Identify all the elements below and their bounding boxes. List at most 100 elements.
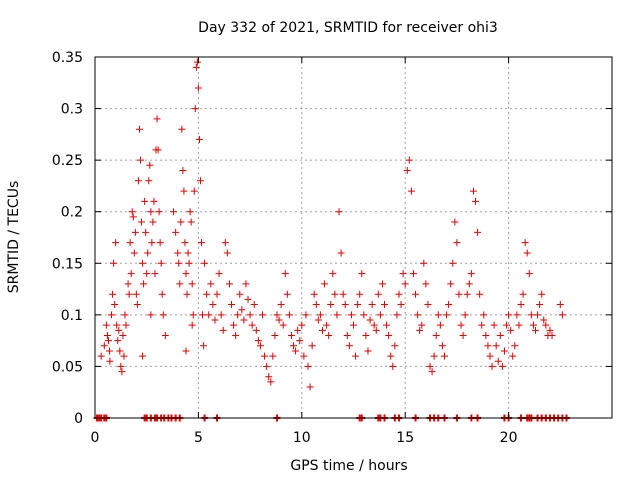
data-point <box>337 249 345 257</box>
data-point <box>275 316 283 324</box>
data-point <box>172 228 180 236</box>
data-point <box>215 270 223 278</box>
data-point <box>432 331 440 339</box>
data-point <box>159 311 167 319</box>
y-tick-label: 0.1 <box>61 308 83 324</box>
data-point <box>129 213 137 221</box>
axis-ticks <box>94 56 612 419</box>
data-point <box>273 311 281 319</box>
y-tick-label: 0.2 <box>61 205 83 221</box>
x-tick-label: 20 <box>500 430 518 446</box>
data-point <box>393 311 401 319</box>
data-point <box>453 239 461 247</box>
data-point <box>142 228 150 236</box>
data-point <box>198 239 206 247</box>
data-point <box>150 197 158 205</box>
data-point <box>185 259 193 267</box>
data-point <box>127 270 135 278</box>
data-point <box>428 368 436 376</box>
data-point <box>445 301 453 309</box>
plot-frame <box>94 56 613 419</box>
data-point <box>426 362 434 370</box>
x-axis-label: GPS time / hours <box>290 458 407 474</box>
y-axis-label: SRMTID / TECUs <box>6 181 22 294</box>
data-point <box>102 321 110 329</box>
data-point <box>209 301 217 309</box>
data-point <box>121 311 129 319</box>
data-point <box>409 270 417 278</box>
data-point <box>177 218 185 226</box>
data-point <box>183 290 191 298</box>
data-point <box>546 326 554 334</box>
data-point <box>347 311 355 319</box>
data-point <box>281 270 289 278</box>
data-point <box>335 208 343 216</box>
data-point <box>482 331 490 339</box>
data-point <box>383 321 391 329</box>
data-point <box>395 290 403 298</box>
data-point <box>188 321 196 329</box>
data-point <box>534 311 542 319</box>
data-point <box>438 342 446 350</box>
data-point <box>521 239 529 247</box>
data-point <box>422 280 430 288</box>
data-point <box>154 146 162 154</box>
data-point <box>511 342 519 350</box>
data-point <box>248 321 256 329</box>
data-point <box>221 239 229 247</box>
data-point <box>190 187 198 195</box>
data-point <box>457 321 465 329</box>
data-point <box>195 136 203 144</box>
data-point <box>182 270 190 278</box>
data-point <box>179 166 187 174</box>
data-point <box>131 228 139 236</box>
data-point <box>333 311 341 319</box>
data-point <box>323 321 331 329</box>
data-point <box>500 347 508 355</box>
data-point <box>277 301 285 309</box>
data-point <box>97 352 105 360</box>
data-point <box>115 326 123 334</box>
data-point <box>144 249 152 257</box>
data-point <box>259 311 267 319</box>
data-point <box>358 270 366 278</box>
data-point <box>147 208 155 216</box>
data-point <box>350 321 357 329</box>
data-point <box>387 352 395 360</box>
data-point <box>146 161 154 169</box>
data-point <box>414 311 422 319</box>
data-point <box>186 208 194 216</box>
data-point <box>182 347 190 355</box>
data-point <box>399 270 407 278</box>
data-point <box>339 290 347 298</box>
data-point <box>372 326 380 334</box>
data-point <box>118 368 126 376</box>
data-point <box>217 311 225 319</box>
data-point <box>447 280 455 288</box>
data-point <box>119 331 127 339</box>
data-point <box>370 321 378 329</box>
data-point <box>148 239 156 247</box>
data-point <box>538 290 546 298</box>
data-point <box>223 249 231 257</box>
data-point <box>527 311 535 319</box>
data-point <box>476 290 484 298</box>
data-point <box>368 301 376 309</box>
data-point <box>124 280 132 288</box>
data-point <box>548 331 556 339</box>
data-point <box>356 290 364 298</box>
data-point <box>176 280 184 288</box>
data-point <box>292 347 300 355</box>
data-point <box>364 347 372 355</box>
data-point <box>184 249 192 257</box>
data-point <box>513 311 521 319</box>
data-point <box>430 352 438 360</box>
data-point <box>366 316 374 324</box>
data-point <box>542 321 550 329</box>
data-point <box>205 311 213 319</box>
data-point <box>531 326 539 334</box>
data-point <box>515 321 523 329</box>
data-point <box>139 259 147 267</box>
data-point <box>540 316 548 324</box>
data-point <box>103 331 111 339</box>
